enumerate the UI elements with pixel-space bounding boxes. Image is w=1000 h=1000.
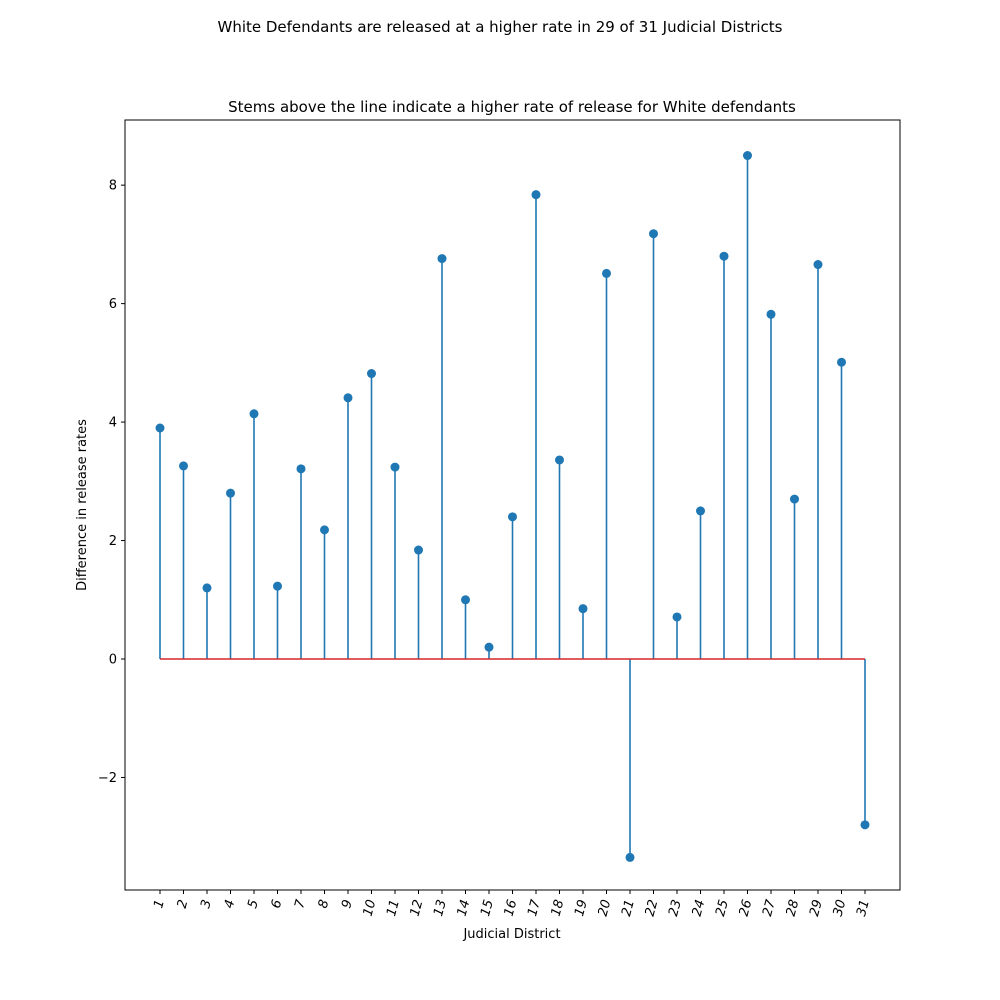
x-tick-label: 22	[643, 898, 662, 918]
x-tick-label: 30	[831, 898, 850, 918]
x-tick-label: 31	[854, 898, 873, 918]
stem-marker	[625, 852, 635, 862]
x-tick-label: 3	[198, 898, 215, 910]
x-tick-label: 27	[760, 897, 779, 918]
x-tick-label: 25	[713, 898, 732, 918]
stem-marker	[390, 462, 400, 472]
stem-marker	[790, 494, 799, 504]
x-tick-label: 15	[478, 898, 497, 918]
stem-marker	[696, 506, 705, 516]
x-tick-label: 18	[549, 898, 568, 918]
stem-marker	[155, 423, 165, 433]
x-tick-label: 14	[455, 898, 474, 918]
stem-marker	[296, 464, 306, 474]
x-tick-label: 19	[572, 898, 591, 918]
y-tick-label: 8	[109, 179, 117, 194]
y-tick-label: −2	[98, 771, 117, 786]
stem-marker	[555, 455, 564, 465]
stem-marker	[437, 254, 447, 264]
plot-frame	[124, 119, 901, 891]
x-tick-label: 2	[175, 898, 192, 910]
y-tick-label: 2	[109, 534, 117, 549]
stem-marker	[531, 190, 541, 200]
x-tick-label: 24	[690, 898, 709, 918]
stem-marker	[484, 642, 494, 652]
x-tick-label: 6	[269, 898, 286, 910]
x-tick-label: 5	[245, 898, 262, 910]
y-axis-label: Difference in release rates	[75, 419, 90, 591]
x-tick-label: 28	[784, 898, 803, 918]
x-axis-label: Judicial District	[462, 927, 560, 942]
stem-marker	[461, 595, 470, 605]
stem-marker	[508, 512, 517, 522]
x-tick-label: 10	[361, 898, 380, 918]
y-tick-label: 0	[109, 653, 117, 668]
x-tick-label: 17	[525, 897, 544, 918]
y-tick-label: 4	[109, 416, 117, 431]
x-tick-label: 4	[222, 898, 239, 910]
x-tick-label: 1	[151, 898, 168, 910]
x-tick-label: 26	[737, 898, 756, 918]
x-tick-label: 7	[292, 897, 309, 910]
x-tick-label: 11	[384, 898, 403, 918]
stem-marker	[343, 393, 353, 403]
stem-marker	[202, 583, 212, 593]
stem-marker	[672, 612, 682, 622]
x-tick-label: 23	[666, 898, 685, 918]
stem-marker	[249, 409, 259, 419]
stem-marker	[578, 604, 588, 614]
stem-marker	[743, 151, 752, 161]
y-tick-label: 6	[109, 297, 117, 312]
stem-marker	[719, 251, 729, 261]
stem-marker	[602, 268, 611, 278]
x-tick-label: 20	[596, 898, 615, 918]
stem-marker	[649, 229, 658, 239]
x-tick-label: 13	[431, 898, 450, 918]
x-tick-label: 12	[408, 898, 427, 918]
stem-marker	[273, 581, 282, 591]
stem-marker	[813, 260, 823, 270]
stem-marker	[320, 525, 329, 535]
stem-marker	[179, 461, 188, 471]
stem-marker	[367, 369, 376, 379]
x-tick-label: 16	[502, 898, 521, 918]
chart-suptitle: White Defendants are released at a highe…	[217, 18, 782, 36]
stem-marker	[414, 545, 423, 555]
x-tick-label: 9	[339, 898, 356, 910]
x-tick-label: 8	[316, 898, 333, 910]
x-tick-label: 21	[619, 898, 638, 918]
stem-marker	[766, 309, 776, 319]
stem-marker	[837, 357, 846, 367]
stem-marker	[226, 488, 235, 498]
stem-marker	[860, 820, 870, 830]
chart-title: Stems above the line indicate a higher r…	[228, 98, 796, 116]
x-tick-label: 29	[807, 898, 826, 918]
